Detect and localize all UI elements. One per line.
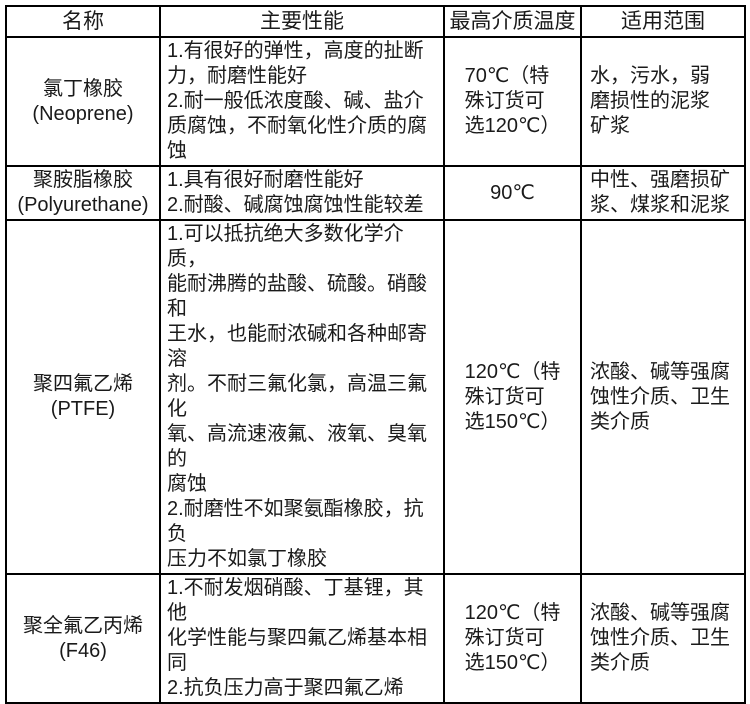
column-header-max-temp: 最高介质温度 (443, 5, 582, 38)
column-header-performance: 主要性能 (159, 5, 445, 38)
max-temp-text: 120℃（特 殊订货可 选150℃） (464, 602, 561, 674)
cell-application: 浓酸、碱等强腐 蚀性介质、卫生 类介质 (580, 573, 746, 704)
table-header-row: 名称 主要性能 最高介质温度 适用范围 (5, 5, 746, 38)
column-header-application: 适用范围 (580, 5, 746, 38)
max-temp-text: 70℃（特 殊订货可 选120℃） (464, 65, 561, 137)
cell-application: 水，污水，弱 磨损性的泥浆 矿浆 (580, 36, 746, 167)
table-row-ptfe: 聚四氟乙烯 (PTFE) 1.可以抵抗绝大多数化学介质， 能耐沸腾的盐酸、硫酸。… (5, 219, 746, 575)
cell-max-temp: 120℃（特 殊订货可 选150℃） (443, 573, 582, 704)
cell-max-temp: 90℃ (443, 165, 582, 221)
cell-performance: 1.具有很好耐磨性能好 2.耐酸、碱腐蚀腐蚀性能较差 (159, 165, 445, 221)
column-header-name: 名称 (5, 5, 161, 38)
cell-performance: 1.可以抵抗绝大多数化学介质， 能耐沸腾的盐酸、硫酸。硝酸和 王水，也能耐浓碱和… (159, 219, 445, 575)
cell-max-temp: 70℃（特 殊订货可 选120℃） (443, 36, 582, 167)
table-row-polyurethane: 聚胺脂橡胶 (Polyurethane) 1.具有很好耐磨性能好 2.耐酸、碱腐… (5, 165, 746, 221)
cell-material-name: 聚四氟乙烯 (PTFE) (5, 219, 161, 575)
cell-max-temp: 120℃（特 殊订货可 选150℃） (443, 219, 582, 575)
cell-material-name: 氯丁橡胶 (Neoprene) (5, 36, 161, 167)
lining-material-table-container: 名称 主要性能 最高介质温度 适用范围 氯丁橡胶 (Neoprene) 1.有很… (5, 5, 746, 704)
cell-performance: 1.不耐发烟硝酸、丁基锂，其他 化学性能与聚四氟乙烯基本相同 2.抗负压力高于聚… (159, 573, 445, 704)
table-row-neoprene: 氯丁橡胶 (Neoprene) 1.有很好的弹性，高度的扯断 力，耐磨性能好 2… (5, 36, 746, 167)
cell-performance: 1.有很好的弹性，高度的扯断 力，耐磨性能好 2.耐一般低浓度酸、碱、盐介 质腐… (159, 36, 445, 167)
table-row-f46: 聚全氟乙丙烯 (F46) 1.不耐发烟硝酸、丁基锂，其他 化学性能与聚四氟乙烯基… (5, 573, 746, 704)
cell-material-name: 聚胺脂橡胶 (Polyurethane) (5, 165, 161, 221)
cell-material-name: 聚全氟乙丙烯 (F46) (5, 573, 161, 704)
max-temp-text: 90℃ (490, 181, 535, 204)
cell-application: 浓酸、碱等强腐 蚀性介质、卫生 类介质 (580, 219, 746, 575)
lining-material-table: 名称 主要性能 最高介质温度 适用范围 氯丁橡胶 (Neoprene) 1.有很… (5, 5, 746, 704)
max-temp-text: 120℃（特 殊订货可 选150℃） (464, 360, 561, 433)
cell-application: 中性、强磨损矿 浆、煤浆和泥浆 (580, 165, 746, 221)
